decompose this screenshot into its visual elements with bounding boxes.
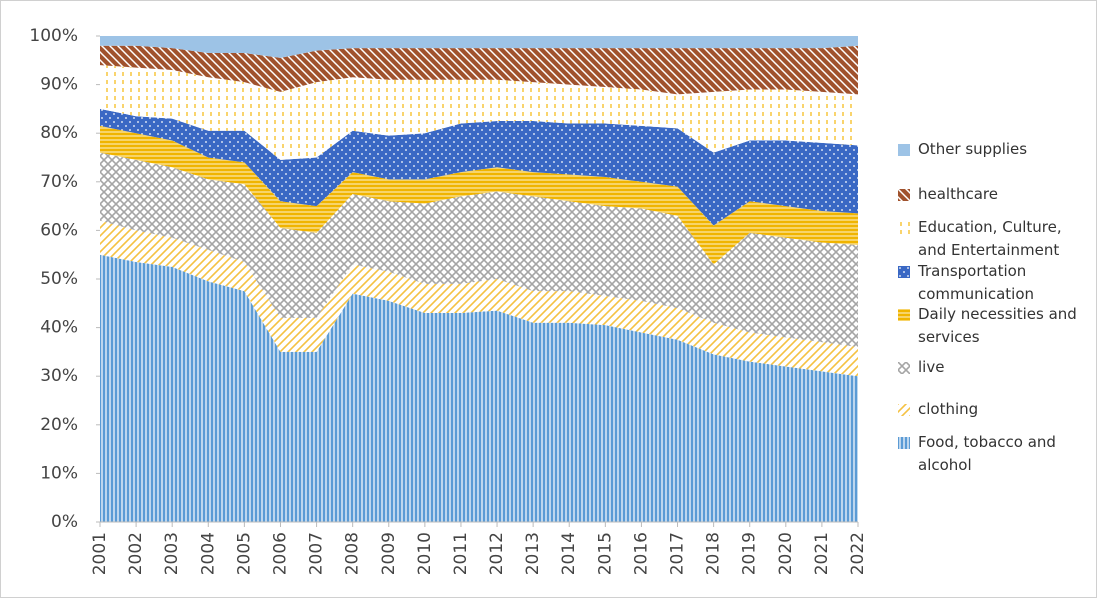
y-tick-label: 30% — [40, 366, 78, 386]
x-tick-label: 2018 — [704, 532, 724, 575]
x-tick-label: 2005 — [234, 532, 254, 575]
x-tick-label: 2003 — [162, 532, 182, 575]
y-tick-label: 70% — [40, 172, 78, 192]
x-tick-label: 2014 — [559, 532, 579, 575]
area — [100, 108, 858, 226]
y-tick-label: 100% — [29, 26, 78, 46]
legend-label: Food, tobacco and alcohol — [918, 433, 1056, 474]
legend-label: Education, Culture, and Entertainment — [918, 218, 1062, 259]
area — [100, 45, 858, 95]
x-tick-label: 2017 — [668, 532, 688, 575]
legend-label: live — [918, 358, 945, 376]
legend-swatch — [898, 222, 910, 234]
legend-label: Transportation communication — [918, 262, 1035, 303]
x-tick-label: 2006 — [270, 532, 290, 575]
legend-swatch — [898, 189, 910, 201]
legend-item: Other supplies — [898, 140, 1088, 161]
x-tick-label: 2008 — [343, 532, 363, 575]
x-tick-label: 2022 — [848, 532, 868, 575]
x-tick-label: 2010 — [415, 532, 435, 575]
x-tick-label: 2011 — [451, 532, 471, 575]
area — [100, 220, 858, 377]
area — [100, 65, 858, 160]
legend-item: Education, Culture, and Entertainment — [898, 218, 1088, 262]
legend-label: healthcare — [918, 185, 998, 203]
x-tick-label: 2013 — [523, 532, 543, 575]
legend-item: Daily necessities and services — [898, 305, 1088, 349]
legend-label: Daily necessities and services — [918, 305, 1077, 346]
y-tick-label: 0% — [51, 512, 78, 532]
legend-swatch — [898, 144, 910, 156]
x-tick-label: 2009 — [379, 532, 399, 575]
legend-item: Food, tobacco and alcohol — [898, 433, 1088, 477]
area — [100, 152, 858, 348]
x-tick-label: 2002 — [126, 532, 146, 575]
x-tick-label: 2019 — [740, 532, 760, 575]
area — [100, 254, 858, 522]
legend-swatch — [898, 362, 910, 374]
y-tick-label: 90% — [40, 75, 78, 95]
legend-item: live — [898, 358, 1088, 379]
x-tick-label: 2021 — [812, 532, 832, 575]
legend-swatch — [898, 437, 910, 449]
x-tick-label: 2004 — [198, 532, 218, 575]
x-tick-label: 2020 — [776, 532, 796, 575]
legend-swatch — [898, 404, 910, 416]
y-tick-label: 50% — [40, 269, 78, 289]
y-tick-label: 10% — [40, 463, 78, 483]
area — [100, 36, 858, 58]
y-tick-label: 20% — [40, 415, 78, 435]
x-tick-label: 2016 — [631, 532, 651, 575]
y-tick-label: 80% — [40, 123, 78, 143]
legend-item: Transportation communication — [898, 262, 1088, 306]
x-tick-label: 2015 — [595, 532, 615, 575]
legend-label: clothing — [918, 400, 979, 418]
legend-swatch — [898, 266, 910, 278]
legend-item: clothing — [898, 400, 1088, 421]
x-tick-label: 2007 — [307, 532, 327, 575]
legend-swatch — [898, 309, 910, 321]
x-tick-label: 2001 — [90, 532, 110, 575]
legend-item: healthcare — [898, 185, 1088, 206]
y-tick-label: 40% — [40, 318, 78, 338]
x-tick-label: 2012 — [487, 532, 507, 575]
legend-label: Other supplies — [918, 140, 1028, 158]
y-tick-label: 60% — [40, 220, 78, 240]
